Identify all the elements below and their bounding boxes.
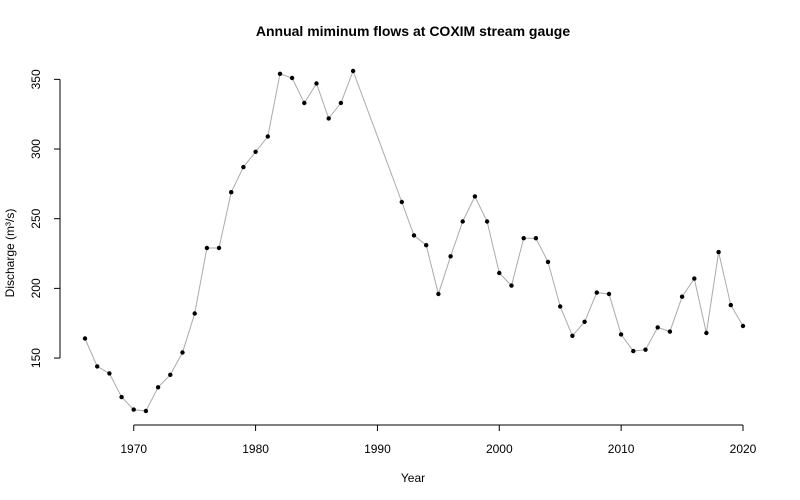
data-point xyxy=(168,372,173,377)
data-point xyxy=(655,325,660,330)
series-discharge xyxy=(82,68,746,414)
data-point xyxy=(545,259,551,265)
y-tick-label: 150 xyxy=(29,348,43,368)
chart-title: Annual miminum flows at COXIM stream gau… xyxy=(256,23,570,39)
data-point xyxy=(289,75,295,81)
x-tick-label: 1990 xyxy=(364,442,391,456)
data-point xyxy=(594,290,599,295)
data-point xyxy=(350,68,356,74)
y-axis: 150 200 250 300 350 xyxy=(29,69,61,368)
data-point xyxy=(484,219,490,224)
data-point xyxy=(411,233,417,238)
data-point xyxy=(692,276,697,281)
data-point xyxy=(472,194,478,199)
data-point xyxy=(314,81,319,86)
data-point xyxy=(716,249,721,255)
data-point xyxy=(533,236,539,241)
x-tick-label: 1980 xyxy=(242,442,269,456)
data-point xyxy=(667,329,673,334)
data-point xyxy=(192,311,197,316)
x-tick-label: 2000 xyxy=(486,442,513,456)
x-tick-label: 1970 xyxy=(120,442,147,456)
data-point xyxy=(216,245,222,251)
x-tick-label: 2020 xyxy=(730,442,757,456)
data-point xyxy=(119,394,124,400)
data-point xyxy=(631,348,636,354)
data-point xyxy=(436,291,441,297)
data-point xyxy=(448,254,453,259)
data-point xyxy=(302,100,307,106)
data-point xyxy=(424,243,429,248)
data-point xyxy=(740,323,746,329)
data-point xyxy=(399,199,404,205)
data-point xyxy=(521,236,526,241)
data-point xyxy=(265,134,270,139)
data-point xyxy=(606,291,612,297)
series-line xyxy=(84,69,744,412)
data-point xyxy=(326,116,331,121)
data-point xyxy=(143,408,149,414)
data-point xyxy=(509,283,514,288)
data-point xyxy=(204,245,210,251)
y-tick-label: 300 xyxy=(29,139,43,159)
data-point xyxy=(460,219,465,224)
y-tick-label: 200 xyxy=(29,278,43,298)
data-point xyxy=(277,71,283,77)
data-point xyxy=(704,330,709,336)
data-point xyxy=(558,304,563,309)
data-point xyxy=(107,371,112,376)
data-point xyxy=(679,294,685,299)
y-tick-label: 350 xyxy=(29,69,43,89)
data-point xyxy=(582,319,587,324)
x-tick-label: 2010 xyxy=(608,442,635,456)
data-point xyxy=(155,385,161,390)
data-point xyxy=(618,332,624,337)
data-point xyxy=(95,364,100,369)
x-axis: 1970 1980 1990 2000 2010 2020 xyxy=(120,424,757,456)
data-point xyxy=(643,347,648,352)
x-axis-label: Year xyxy=(401,471,425,485)
data-point xyxy=(131,407,136,412)
data-point xyxy=(728,302,733,308)
data-point xyxy=(338,100,344,106)
data-point xyxy=(82,336,88,341)
data-point xyxy=(253,149,258,154)
data-point xyxy=(180,350,185,355)
data-point xyxy=(241,164,246,170)
y-tick-label: 250 xyxy=(29,208,43,228)
data-point xyxy=(497,270,502,276)
y-axis-label: Discharge (m³/s) xyxy=(3,209,17,298)
data-point xyxy=(229,190,234,195)
data-point xyxy=(570,333,575,338)
